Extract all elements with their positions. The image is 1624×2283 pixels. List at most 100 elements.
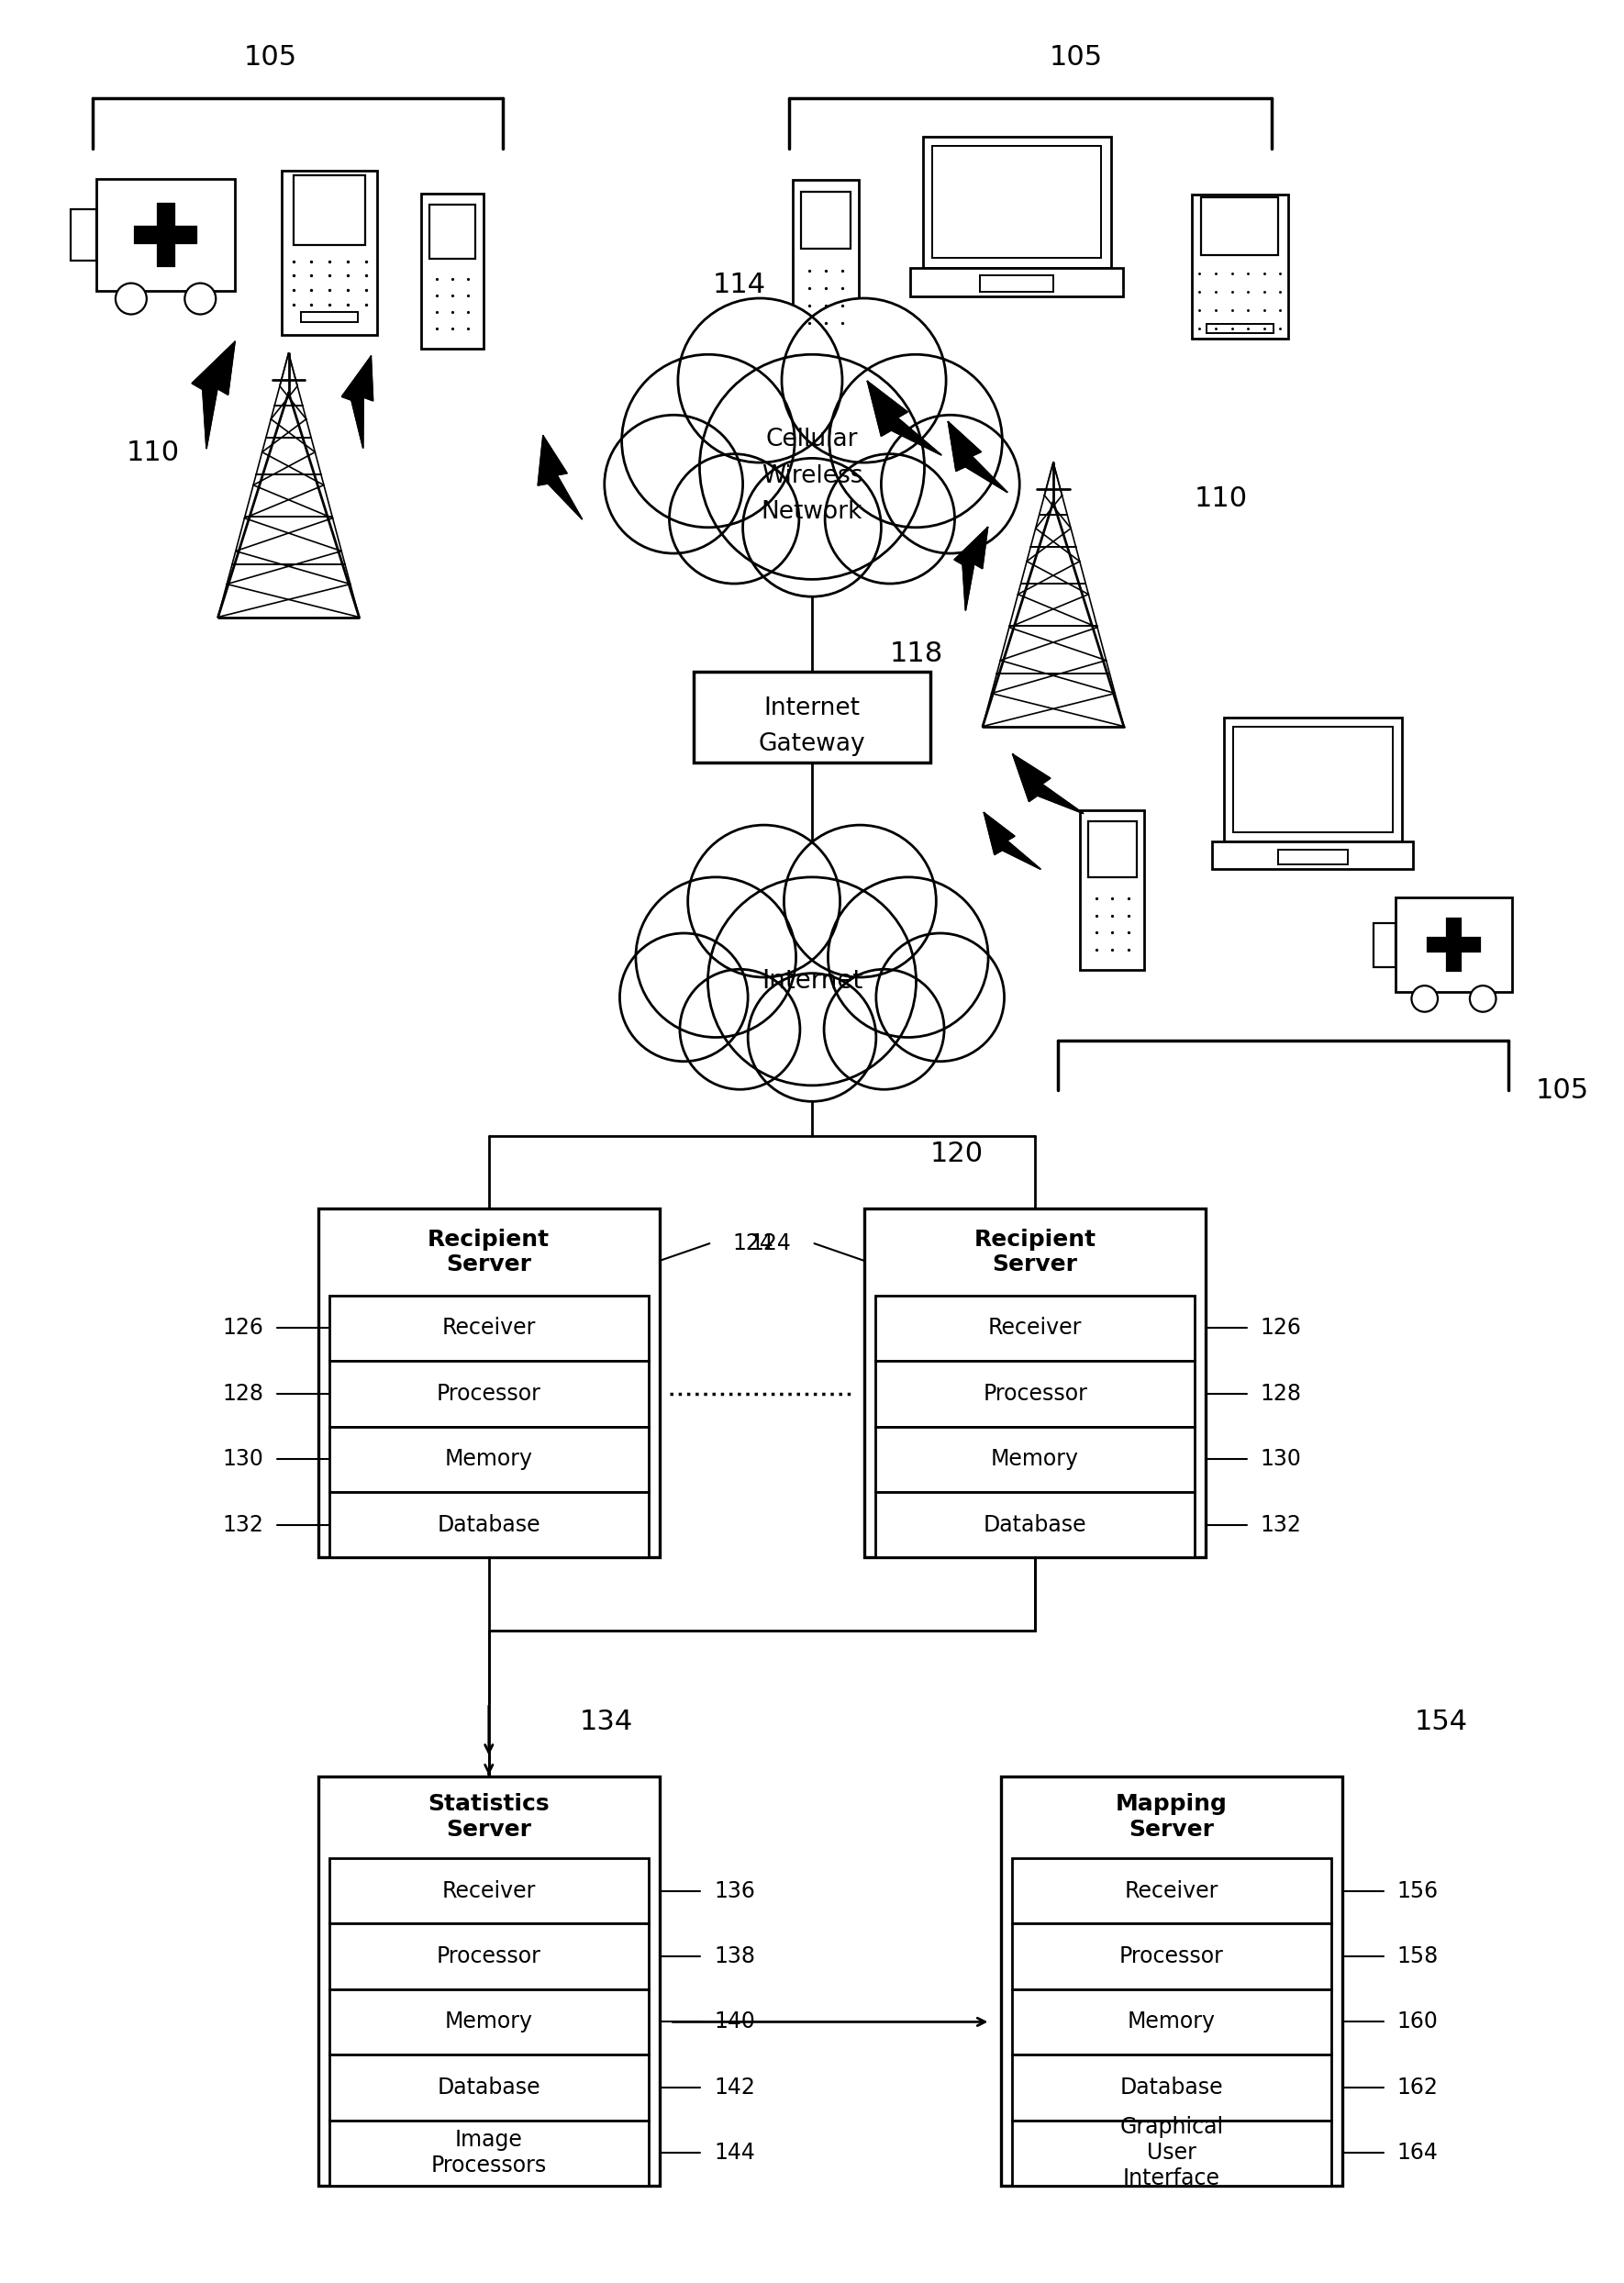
- Bar: [1012, 2055, 1332, 2121]
- Text: 128: 128: [222, 1383, 263, 1404]
- Text: Network: Network: [762, 500, 862, 525]
- Bar: [294, 176, 365, 244]
- Bar: [158, 203, 174, 265]
- Text: Image
Processors: Image Processors: [430, 2130, 547, 2176]
- Bar: [793, 180, 859, 345]
- Text: 162: 162: [1397, 2078, 1437, 2098]
- Text: Server: Server: [1129, 1820, 1215, 1840]
- Text: Processor: Processor: [437, 1383, 541, 1404]
- Text: Recipient: Recipient: [427, 1228, 551, 1251]
- Text: 140: 140: [715, 2011, 755, 2032]
- Text: Gateway: Gateway: [758, 733, 866, 756]
- Bar: [693, 671, 931, 763]
- Text: Database: Database: [437, 1514, 541, 1536]
- Circle shape: [620, 934, 749, 1062]
- Text: Memory: Memory: [991, 1447, 1078, 1470]
- Text: Receiver: Receiver: [1124, 1879, 1218, 1902]
- Bar: [1012, 1925, 1332, 1988]
- Circle shape: [677, 299, 843, 463]
- Text: Receiver: Receiver: [442, 1879, 536, 1902]
- Text: 126: 126: [1260, 1317, 1301, 1340]
- Bar: [1447, 918, 1460, 970]
- Polygon shape: [948, 422, 1007, 493]
- Bar: [1012, 1858, 1332, 1925]
- Bar: [1207, 324, 1273, 333]
- Bar: [300, 313, 357, 322]
- Circle shape: [689, 824, 840, 977]
- Bar: [330, 1988, 648, 2055]
- Circle shape: [828, 877, 989, 1036]
- Text: 130: 130: [1260, 1447, 1301, 1470]
- Text: 105: 105: [244, 43, 297, 71]
- Bar: [1080, 810, 1145, 970]
- Text: 110: 110: [127, 441, 179, 466]
- Bar: [1012, 2121, 1332, 2185]
- Bar: [330, 1925, 648, 1988]
- Bar: [330, 2055, 648, 2121]
- Text: Database: Database: [1121, 2078, 1223, 2098]
- Text: Statistics: Statistics: [429, 1792, 549, 1815]
- Bar: [922, 137, 1111, 267]
- Circle shape: [635, 877, 796, 1036]
- Circle shape: [823, 970, 944, 1089]
- Circle shape: [185, 283, 216, 315]
- Bar: [911, 267, 1124, 297]
- Bar: [932, 146, 1101, 258]
- Circle shape: [882, 416, 1020, 552]
- Bar: [330, 1294, 648, 1361]
- Polygon shape: [341, 356, 374, 447]
- Text: 130: 130: [222, 1447, 263, 1470]
- Circle shape: [708, 877, 916, 1084]
- Text: Receiver: Receiver: [987, 1317, 1082, 1340]
- Text: 118: 118: [890, 639, 944, 667]
- Text: Receiver: Receiver: [442, 1317, 536, 1340]
- Circle shape: [622, 354, 794, 527]
- Bar: [1278, 849, 1348, 865]
- Bar: [283, 171, 377, 336]
- Circle shape: [825, 454, 955, 584]
- Circle shape: [749, 973, 875, 1100]
- Text: 164: 164: [1397, 2141, 1437, 2164]
- Circle shape: [781, 299, 947, 463]
- Polygon shape: [538, 436, 581, 518]
- Circle shape: [1411, 986, 1437, 1011]
- Bar: [330, 1361, 648, 1427]
- Bar: [1212, 842, 1413, 868]
- Circle shape: [700, 354, 924, 580]
- Text: 138: 138: [715, 1945, 755, 1968]
- Bar: [135, 226, 197, 242]
- Text: Mapping: Mapping: [1116, 1792, 1228, 1815]
- Text: 124: 124: [750, 1233, 791, 1253]
- Polygon shape: [984, 813, 1041, 870]
- Bar: [330, 1493, 648, 1557]
- Text: 160: 160: [1397, 2011, 1437, 2032]
- Circle shape: [115, 283, 146, 315]
- Text: Memory: Memory: [1127, 2011, 1216, 2032]
- Bar: [1202, 196, 1278, 256]
- Text: 105: 105: [1049, 43, 1103, 71]
- Text: 142: 142: [715, 2078, 755, 2098]
- Text: 110: 110: [1194, 486, 1247, 511]
- Text: Server: Server: [447, 1253, 531, 1276]
- Bar: [1192, 194, 1288, 338]
- Bar: [875, 1493, 1195, 1557]
- Text: Cellular: Cellular: [767, 427, 857, 452]
- Bar: [1233, 726, 1392, 833]
- Text: Server: Server: [447, 1820, 531, 1840]
- Text: 158: 158: [1397, 1945, 1439, 1968]
- Bar: [318, 1210, 659, 1557]
- Text: 136: 136: [715, 1879, 755, 1902]
- Polygon shape: [867, 381, 942, 454]
- Circle shape: [875, 934, 1004, 1062]
- Circle shape: [742, 459, 882, 596]
- Circle shape: [669, 454, 799, 584]
- Bar: [96, 178, 235, 290]
- Text: Graphical
User
Interface: Graphical User Interface: [1119, 2116, 1223, 2189]
- Polygon shape: [192, 342, 235, 447]
- Bar: [330, 2121, 648, 2185]
- Text: Processor: Processor: [437, 1945, 541, 1968]
- Text: Database: Database: [437, 2078, 541, 2098]
- Polygon shape: [955, 527, 987, 610]
- Bar: [1224, 717, 1402, 842]
- Text: Processor: Processor: [983, 1383, 1088, 1404]
